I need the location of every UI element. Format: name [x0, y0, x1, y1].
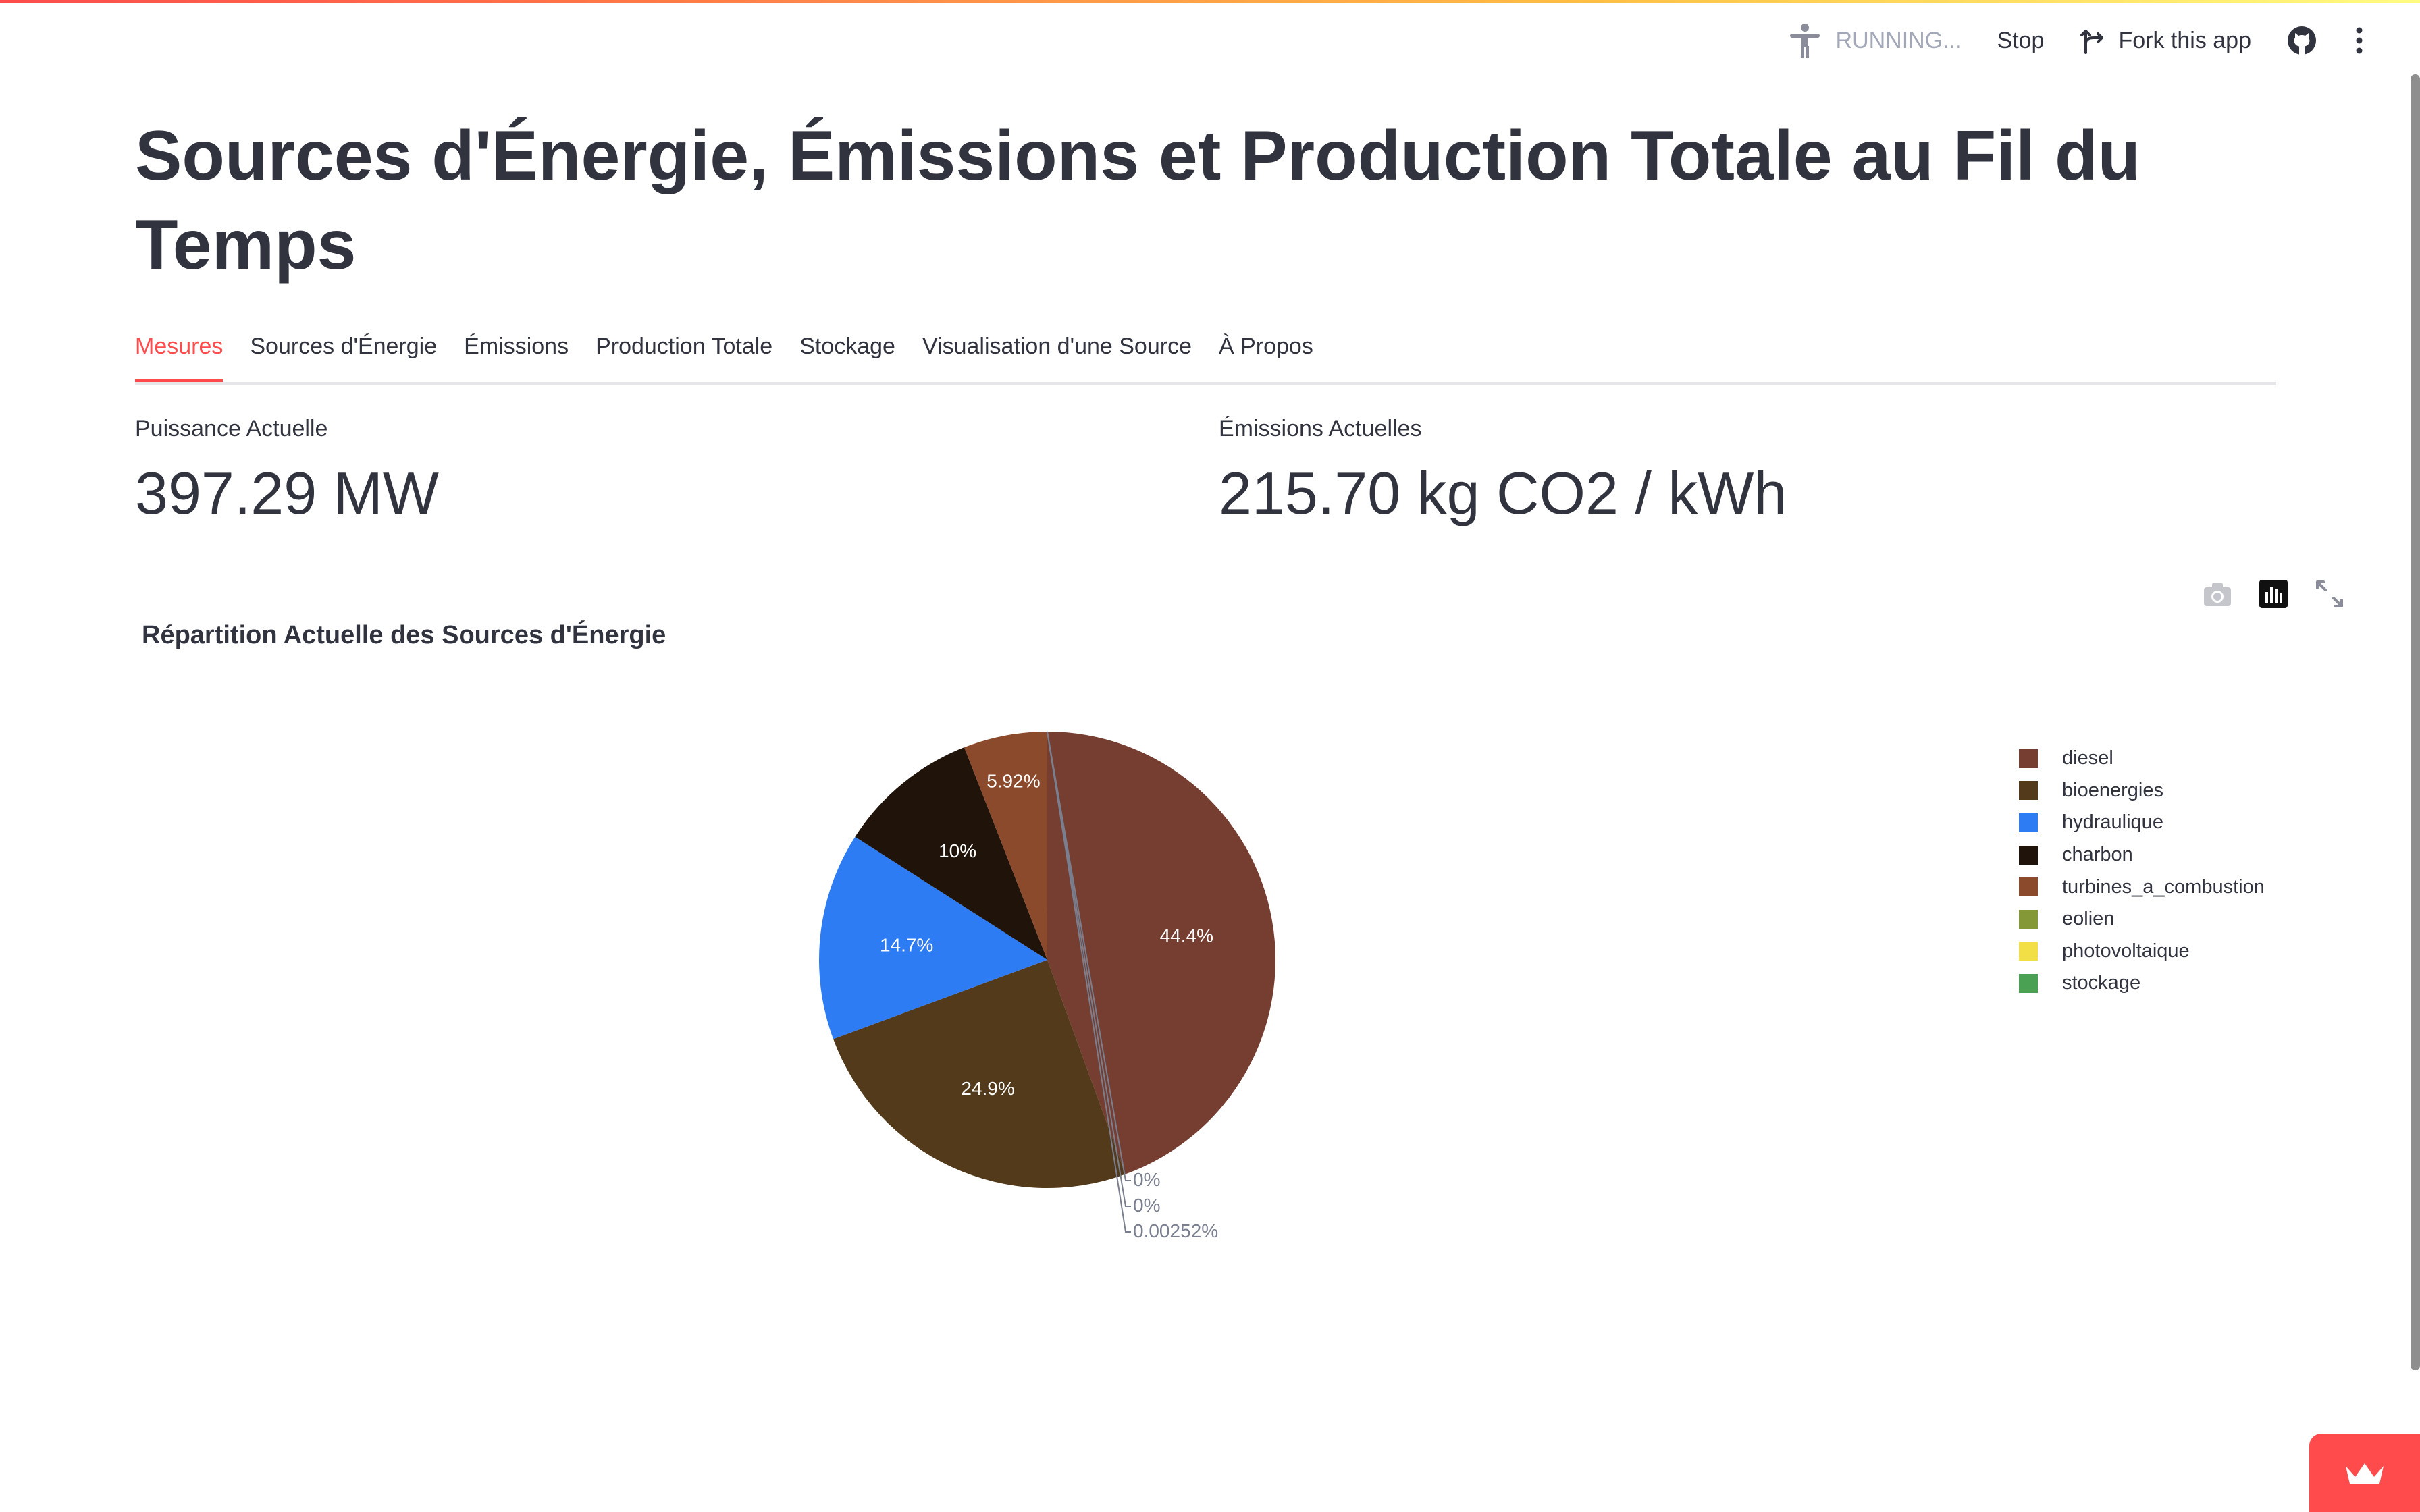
crown-icon: [2346, 1463, 2384, 1484]
legend-label: bioenergies: [2062, 779, 2163, 801]
page-scrollbar[interactable]: [2411, 74, 2420, 1370]
legend-label: hydraulique: [2062, 811, 2163, 834]
legend-item-eolien[interactable]: eolien: [2019, 903, 2265, 936]
chart-legend: diesel bioenergies hydraulique charbon turbi…: [2019, 742, 2265, 1000]
chart-title: Répartition Actuelle des Sources d'Énerg…: [142, 621, 666, 649]
metric-power-label: Puissance Actuelle: [135, 416, 328, 441]
legend-label: photovoltaique: [2062, 940, 2190, 962]
metric-power: Puissance Actuelle 397.29 MW: [135, 416, 439, 527]
legend-swatch: [2019, 942, 2038, 961]
tab-visualisation-source[interactable]: Visualisation d'une Source: [922, 333, 1192, 359]
pie-slice-hydraulique[interactable]: [819, 836, 1047, 1040]
legend-item-bioenergies[interactable]: bioenergies: [2019, 775, 2265, 807]
bar-chart-icon[interactable]: [2259, 580, 2288, 608]
tab-a-propos[interactable]: À Propos: [1218, 333, 1313, 359]
fork-icon: [2080, 30, 2104, 54]
legend-swatch: [2019, 781, 2038, 801]
legend-swatch: [2019, 878, 2038, 897]
tab-emissions[interactable]: Émissions: [464, 333, 569, 359]
fork-app-button[interactable]: Fork this app: [2079, 26, 2251, 55]
legend-label: charbon: [2062, 844, 2133, 866]
stop-button[interactable]: Stop: [1997, 28, 2045, 54]
tab-sources-energie[interactable]: Sources d'Énergie: [250, 333, 438, 359]
github-link[interactable]: [2286, 25, 2317, 56]
accessibility-person-icon: [1789, 24, 1820, 58]
github-icon: [2288, 26, 2316, 55]
running-status-text: RUNNING...: [1835, 27, 1962, 53]
fullscreen-icon[interactable]: [2315, 579, 2344, 609]
metric-power-value: 397.29 MW: [135, 460, 439, 526]
tab-mesures[interactable]: Mesures: [135, 317, 223, 382]
slice-label-stockage: 0.00252%: [1133, 1220, 1218, 1241]
slice-label-photovoltaique: 0%: [1133, 1195, 1160, 1216]
legend-item-photovoltaique[interactable]: photovoltaique: [2019, 936, 2265, 968]
tab-production-totale[interactable]: Production Totale: [596, 333, 773, 359]
top-decoration-bar: [0, 0, 2420, 3]
legend-swatch: [2019, 973, 2038, 993]
legend-item-stockage[interactable]: stockage: [2019, 967, 2265, 1000]
page-title: Sources d'Énergie, Émissions et Producti…: [135, 117, 2140, 284]
kebab-menu-icon: [2356, 27, 2363, 54]
camera-icon[interactable]: [2203, 580, 2232, 608]
legend-label: turbines_a_combustion: [2062, 875, 2265, 898]
legend-swatch: [2019, 813, 2038, 832]
legend-item-diesel[interactable]: diesel: [2019, 742, 2265, 775]
pie-slice-charbon[interactable]: [855, 747, 1047, 960]
pie-slice-turbines-a-combustion[interactable]: [964, 732, 1047, 960]
tab-stockage[interactable]: Stockage: [799, 333, 895, 359]
stop-button-label: Stop: [1997, 27, 2045, 53]
deploy-badge[interactable]: [2309, 1434, 2420, 1512]
main-menu-button[interactable]: [2352, 25, 2385, 56]
metric-emissions-value: 215.70 kg CO2 / kWh: [1219, 460, 1787, 526]
running-status: RUNNING...: [1786, 22, 1962, 59]
legend-label: eolien: [2062, 908, 2115, 930]
legend-swatch: [2019, 909, 2038, 929]
app-toolbar: RUNNING... Stop Fork this app: [1786, 19, 2420, 62]
legend-label: stockage: [2062, 972, 2141, 994]
slice-label-eolien: 0%: [1133, 1169, 1160, 1190]
legend-item-hydraulique[interactable]: hydraulique: [2019, 807, 2265, 839]
metric-emissions-label: Émissions Actuelles: [1219, 416, 1422, 441]
legend-swatch: [2019, 749, 2038, 768]
fork-app-label: Fork this app: [2118, 27, 2251, 53]
legend-swatch: [2019, 845, 2038, 865]
legend-item-turbines-a-combustion[interactable]: turbines_a_combustion: [2019, 871, 2265, 903]
plot-modebar: [2176, 579, 2344, 609]
tab-bar: Mesures Sources d'Énergie Émissions Prod…: [135, 317, 2276, 385]
legend-label: diesel: [2062, 747, 2113, 770]
metric-emissions: Émissions Actuelles 215.70 kg CO2 / kWh: [1219, 416, 1787, 527]
legend-item-charbon[interactable]: charbon: [2019, 839, 2265, 871]
